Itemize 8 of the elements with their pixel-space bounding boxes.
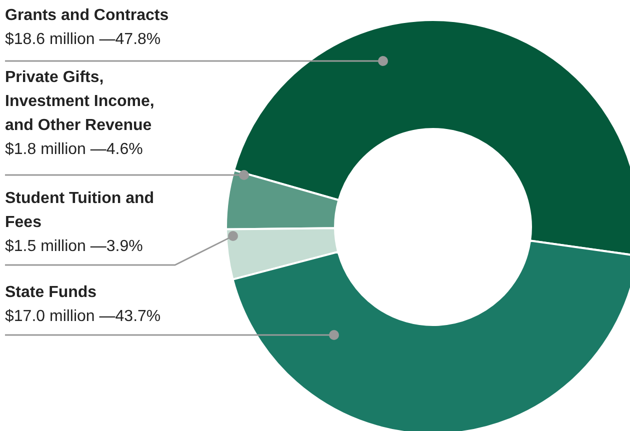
data-label: $17.0 million —43.7% — [5, 307, 162, 327]
slice-label: State Funds — [5, 283, 98, 303]
data-label: $1.8 million —4.6% — [5, 140, 144, 160]
slice-label: Private Gifts, Investment Income, and Other Revenue — [5, 68, 156, 136]
data-label: $1.5 million —3.9% — [5, 237, 144, 257]
slice-label: Grants and Contracts — [5, 6, 170, 26]
slice-label: Student Tuition and Fees — [5, 189, 156, 233]
data-label: $18.6 million —47.8% — [5, 30, 162, 50]
